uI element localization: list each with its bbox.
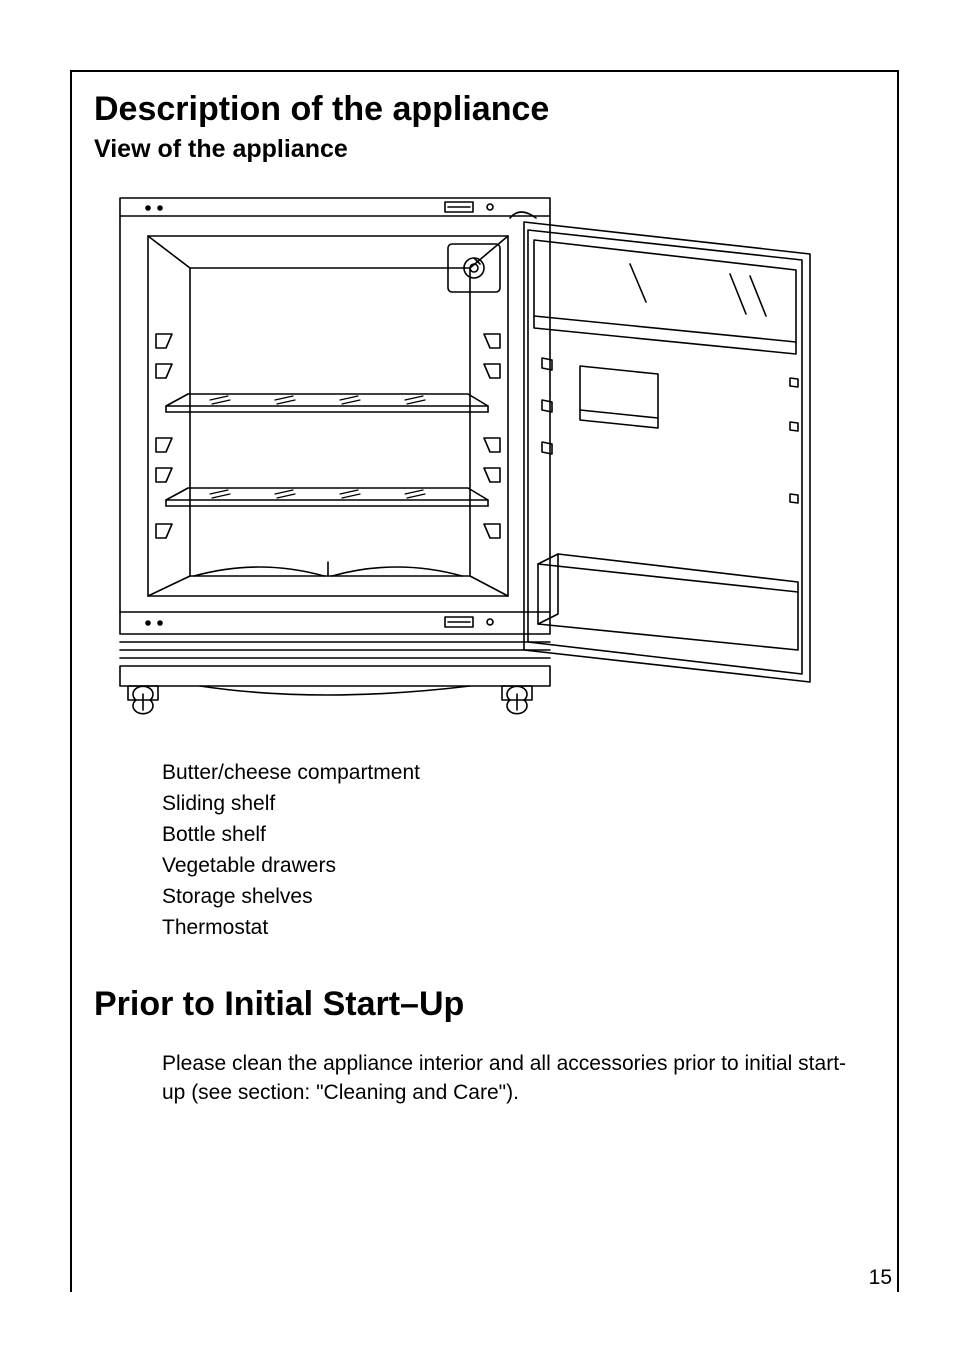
legend-item: Bottle shelf — [162, 819, 867, 850]
section-title: Description of the appliance — [94, 90, 867, 129]
section-subtitle: View of the appliance — [94, 135, 867, 164]
section2-body: Please clean the appliance interior and … — [162, 1050, 867, 1107]
legend-item: Butter/cheese compartment — [162, 757, 867, 788]
fridge-illustration — [110, 194, 830, 734]
content-frame: Description of the appliance View of the… — [70, 70, 899, 1292]
legend-item: Sliding shelf — [162, 788, 867, 819]
appliance-diagram — [110, 194, 867, 739]
legend-item: Storage shelves — [162, 881, 867, 912]
section2-title: Prior to Initial Start–Up — [94, 985, 867, 1024]
page: Description of the appliance View of the… — [0, 0, 954, 1352]
legend-item: Vegetable drawers — [162, 850, 867, 881]
page-number: 15 — [869, 1266, 892, 1290]
legend-item: Thermostat — [162, 912, 867, 943]
parts-legend: Butter/cheese compartment Sliding shelf … — [162, 757, 867, 943]
